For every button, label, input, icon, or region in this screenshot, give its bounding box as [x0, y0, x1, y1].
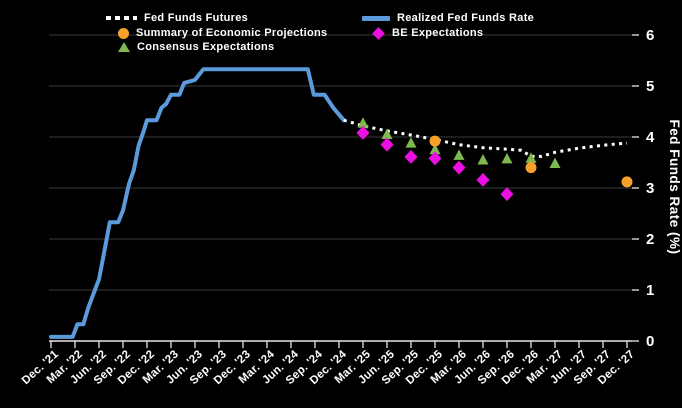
y-tick-label: 5: [646, 78, 654, 95]
legend-label: Consensus Expectations: [137, 41, 275, 53]
series-line-fed-funds-futures: [343, 118, 628, 158]
chart-legend: Fed Funds Futures Realized Fed Funds Rat…: [0, 0, 682, 62]
legend-label: Fed Funds Futures: [144, 12, 249, 24]
y-tick-label: 6: [646, 27, 654, 44]
y-tick-label: 0: [646, 333, 654, 350]
y-axis: 0 1 2 3 4 5 6 Fed Funds Rate (%): [632, 27, 682, 350]
marker-triangle: [453, 149, 465, 160]
marker-diamond: [500, 187, 514, 202]
y-axis-title: Fed Funds Rate (%): [667, 119, 682, 254]
marker-triangle: [405, 137, 417, 148]
legend-label: BE Expectations: [392, 27, 484, 39]
marker-circle: [429, 135, 441, 147]
series-markers-be-expectations: [356, 125, 514, 202]
y-tick-label: 3: [646, 180, 654, 197]
marker-circle: [525, 162, 537, 174]
triangle-marker-swatch-icon: [118, 42, 130, 52]
legend-label: Realized Fed Funds Rate: [397, 12, 535, 24]
series-markers-consensus-expectations: [357, 117, 561, 169]
marker-diamond: [404, 149, 418, 164]
marker-triangle: [477, 153, 489, 165]
legend-item-consensus-expectations: Consensus Expectations: [118, 40, 274, 54]
legend-item-fed-funds-futures: Fed Funds Futures: [106, 11, 248, 25]
series-markers-summary-of-economic-projections: [429, 135, 633, 188]
marker-triangle: [381, 128, 393, 139]
solid-line-swatch-icon: [362, 15, 390, 21]
marker-diamond: [380, 137, 394, 152]
marker-triangle: [501, 152, 513, 164]
marker-triangle: [429, 143, 441, 155]
y-tick-label: 4: [646, 129, 655, 146]
marker-triangle: [357, 117, 369, 128]
diamond-marker-swatch-icon: [372, 26, 385, 40]
y-tick-label: 2: [646, 231, 654, 248]
series-line-realized-fed-funds-rate: [49, 67, 346, 339]
gridlines: [49, 34, 632, 291]
marker-triangle: [525, 152, 537, 163]
legend-label: Summary of Economic Projections: [136, 27, 328, 39]
legend-item-be-expectations: BE Expectations: [372, 26, 483, 40]
marker-diamond: [428, 151, 442, 166]
legend-item-realized-fed-funds-rate: Realized Fed Funds Rate: [362, 11, 534, 25]
y-tick-label: 1: [646, 282, 654, 299]
circle-marker-swatch-icon: [118, 27, 129, 39]
dotted-line-swatch-icon: [106, 16, 137, 20]
marker-diamond: [356, 125, 370, 140]
marker-diamond: [476, 172, 490, 187]
legend-item-summary-of-economic-projections: Summary of Economic Projections: [118, 26, 327, 40]
marker-diamond: [452, 160, 466, 175]
marker-circle: [621, 176, 633, 188]
marker-triangle: [549, 157, 561, 169]
